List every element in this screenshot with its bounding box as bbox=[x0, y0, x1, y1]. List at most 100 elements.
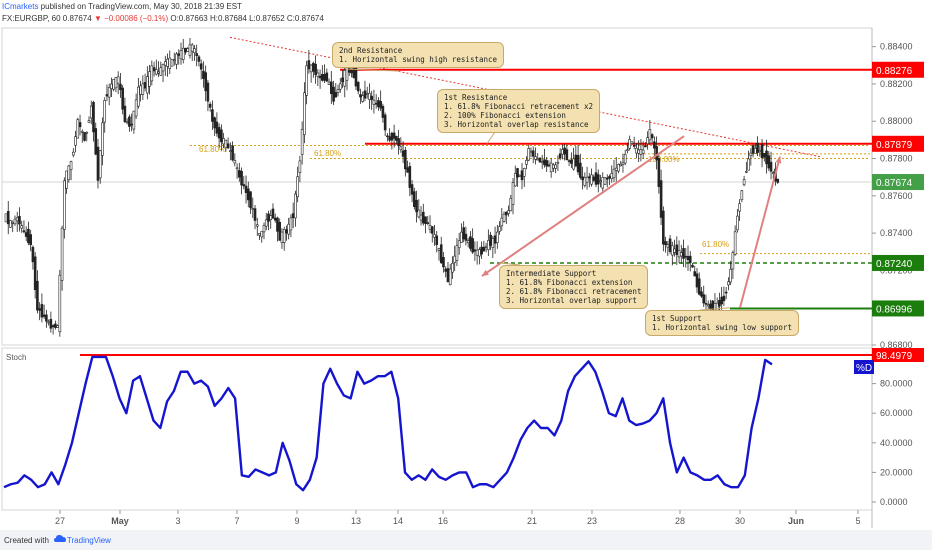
candle-body bbox=[179, 50, 183, 60]
candle-body bbox=[330, 81, 333, 94]
stoch-tick-label: 60.0000 bbox=[880, 408, 913, 418]
price-tick-label: 0.86800 bbox=[880, 340, 913, 350]
price-level-label-bg bbox=[872, 135, 924, 152]
candle-body bbox=[98, 150, 102, 179]
stoch-pane bbox=[1, 347, 873, 511]
candle-body bbox=[691, 264, 694, 268]
time-tick-label: Jun bbox=[788, 516, 804, 526]
candle-body bbox=[500, 217, 504, 227]
candle-body bbox=[610, 173, 614, 179]
candle-body bbox=[581, 176, 584, 181]
publisher-link[interactable]: ICmarkets bbox=[2, 2, 39, 11]
candle-body bbox=[599, 180, 602, 183]
candle-body bbox=[574, 154, 578, 167]
candle-body bbox=[529, 150, 533, 153]
candle-body bbox=[123, 105, 127, 122]
time-tick-label: May bbox=[111, 516, 129, 526]
candle-body bbox=[471, 238, 474, 253]
candle-body bbox=[63, 180, 66, 230]
price-level-label-bg bbox=[872, 61, 924, 78]
candle-body bbox=[641, 149, 645, 154]
candle-body bbox=[240, 171, 243, 186]
candle-body bbox=[397, 138, 400, 147]
stoch-series-label: %D bbox=[856, 363, 872, 374]
candle-body bbox=[188, 44, 192, 56]
candle-body bbox=[478, 249, 481, 257]
annotation-first-resistance[interactable]: 1st Resistance 1. 61.8% Fibonacci retrac… bbox=[437, 89, 601, 133]
price-pane bbox=[1, 27, 873, 346]
candle-body bbox=[251, 208, 255, 210]
candle-body bbox=[242, 184, 246, 187]
swing-arrow-right bbox=[739, 156, 781, 308]
candle-body bbox=[612, 168, 616, 179]
candle-body bbox=[448, 268, 452, 286]
price-level-label: 0.87240 bbox=[876, 259, 913, 270]
tradingview-brand[interactable]: TradingView bbox=[66, 536, 111, 545]
candle-body bbox=[415, 199, 418, 213]
candle-body bbox=[751, 145, 755, 154]
candle-body bbox=[733, 231, 737, 255]
stoch-reference-label-bg bbox=[872, 348, 924, 362]
candle-body bbox=[287, 223, 290, 235]
candle-body bbox=[765, 150, 768, 165]
candle-body bbox=[67, 165, 71, 181]
candle-body bbox=[666, 244, 670, 248]
candle-body bbox=[83, 132, 86, 141]
candle-body bbox=[345, 65, 349, 81]
candle-body bbox=[742, 179, 746, 186]
candle-body bbox=[33, 256, 37, 290]
annotation-intermediate-support[interactable]: Intermediate Support 1. 61.8% Fibonacci … bbox=[499, 265, 649, 309]
candle-body bbox=[56, 325, 59, 328]
price-tick-label: 0.87800 bbox=[880, 154, 913, 164]
candle-body bbox=[244, 185, 248, 193]
candle-body bbox=[172, 59, 176, 62]
candle-body bbox=[325, 72, 329, 82]
candle-body bbox=[769, 161, 773, 172]
chart-canvas[interactable]: 0.88400 0.88200 0.88000 0.87800 0.87600 0.874… bbox=[0, 0, 932, 530]
candle-body bbox=[368, 92, 371, 100]
ohlc-values: O:0.87663 H:0.87684 L:0.87652 C:0.87674 bbox=[170, 14, 324, 23]
candle-body bbox=[700, 291, 703, 297]
price-tick-label: 0.88200 bbox=[880, 79, 913, 89]
candle-body bbox=[435, 235, 439, 246]
candle-body bbox=[502, 213, 506, 222]
candle-body bbox=[15, 217, 19, 222]
candle-body bbox=[199, 63, 203, 70]
candle-body bbox=[426, 222, 430, 224]
candle-body bbox=[74, 136, 77, 146]
candle-body bbox=[596, 174, 600, 185]
candle-body bbox=[148, 71, 151, 87]
stoch-tick-label: 20.0000 bbox=[880, 467, 913, 477]
created-with-label: Created with bbox=[4, 536, 49, 545]
candle-body bbox=[157, 71, 160, 74]
candle-body bbox=[516, 168, 519, 178]
candle-body bbox=[318, 75, 322, 79]
candle-body bbox=[491, 238, 495, 248]
candle-body bbox=[193, 48, 196, 54]
annotation-second-resistance[interactable]: 2nd Resistance 1. Horizontal swing high … bbox=[332, 42, 505, 68]
time-tick-label: 14 bbox=[393, 516, 403, 526]
candle-body bbox=[363, 90, 367, 99]
candle-body bbox=[518, 174, 522, 177]
annotation-first-support[interactable]: 1st Support 1. Horizontal swing low supp… bbox=[645, 310, 799, 336]
candle-body bbox=[585, 176, 589, 183]
candle-body bbox=[280, 231, 284, 244]
annotation-line: 1st Support bbox=[652, 314, 702, 323]
candle-body bbox=[276, 217, 279, 232]
candle-body bbox=[206, 82, 210, 102]
candle-body bbox=[745, 171, 748, 173]
candle-body bbox=[321, 73, 324, 81]
candle-body bbox=[579, 162, 582, 178]
candle-body bbox=[583, 177, 587, 186]
candle-body bbox=[509, 197, 513, 212]
candle-body bbox=[677, 250, 681, 258]
candle-body bbox=[372, 99, 376, 105]
published-text: published on TradingView.com, May 30, 20… bbox=[38, 2, 242, 11]
time-tick-label: 7 bbox=[234, 516, 239, 526]
footer-bar: Created with TradingView bbox=[0, 530, 932, 550]
candle-body bbox=[738, 203, 741, 212]
candle-body bbox=[260, 230, 264, 238]
candle-body bbox=[504, 211, 508, 216]
candle-body bbox=[190, 44, 194, 52]
price-level-label: 0.87674 bbox=[876, 178, 913, 189]
